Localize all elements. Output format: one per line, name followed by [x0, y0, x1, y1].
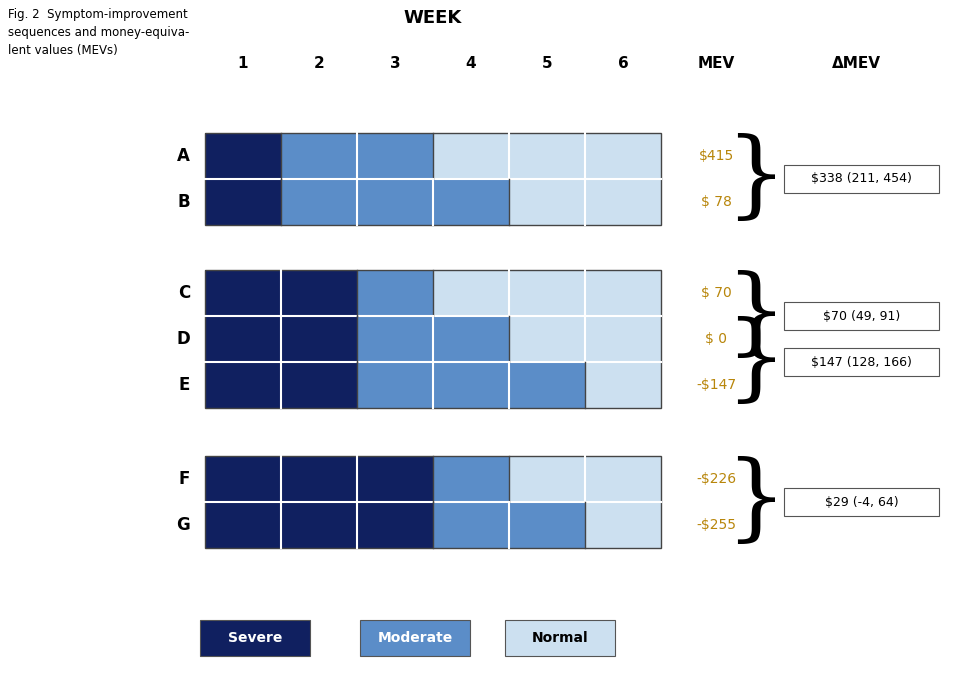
- Bar: [509, 362, 585, 408]
- Text: -$226: -$226: [696, 472, 736, 486]
- Bar: [357, 456, 433, 502]
- Text: $147 (128, 166): $147 (128, 166): [811, 355, 912, 369]
- Text: 2: 2: [313, 56, 324, 70]
- Bar: [205, 270, 281, 316]
- Bar: [360, 620, 470, 656]
- Text: $ 70: $ 70: [701, 286, 731, 300]
- Text: F: F: [179, 470, 190, 488]
- Bar: [205, 316, 281, 362]
- Text: 1: 1: [238, 56, 248, 70]
- Text: $415: $415: [699, 149, 734, 163]
- Text: $ 78: $ 78: [701, 195, 731, 209]
- Bar: [281, 316, 357, 362]
- Text: $338 (211, 454): $338 (211, 454): [811, 172, 912, 186]
- Bar: [357, 179, 433, 225]
- Bar: [784, 348, 939, 376]
- Text: MEV: MEV: [698, 56, 735, 70]
- Bar: [205, 456, 281, 502]
- Text: $29 (-4, 64): $29 (-4, 64): [825, 496, 898, 509]
- Text: A: A: [177, 147, 190, 165]
- Text: WEEK: WEEK: [404, 9, 462, 27]
- Bar: [357, 316, 433, 362]
- Text: $ 0: $ 0: [705, 332, 727, 346]
- Text: ΔMEV: ΔMEV: [832, 56, 880, 70]
- Text: D: D: [177, 330, 190, 348]
- Bar: [585, 270, 661, 316]
- Bar: [784, 165, 939, 193]
- Bar: [205, 270, 661, 408]
- Bar: [357, 362, 433, 408]
- Bar: [585, 179, 661, 225]
- Bar: [281, 502, 357, 548]
- Bar: [357, 502, 433, 548]
- Bar: [433, 362, 509, 408]
- Text: 5: 5: [542, 56, 552, 70]
- Bar: [784, 302, 939, 330]
- Bar: [357, 270, 433, 316]
- Bar: [509, 456, 585, 502]
- Bar: [585, 316, 661, 362]
- Text: 3: 3: [389, 56, 400, 70]
- Text: Severe: Severe: [227, 631, 282, 645]
- Bar: [433, 456, 509, 502]
- Text: C: C: [178, 284, 190, 302]
- Bar: [433, 502, 509, 548]
- Text: 4: 4: [466, 56, 476, 70]
- Bar: [433, 316, 509, 362]
- Text: }: }: [725, 133, 787, 225]
- Bar: [433, 270, 509, 316]
- Bar: [205, 456, 661, 548]
- Bar: [205, 133, 281, 179]
- Bar: [200, 620, 310, 656]
- Bar: [509, 502, 585, 548]
- Bar: [585, 456, 661, 502]
- Bar: [509, 179, 585, 225]
- Bar: [281, 179, 357, 225]
- Text: Normal: Normal: [532, 631, 589, 645]
- Bar: [281, 270, 357, 316]
- Bar: [433, 179, 509, 225]
- Bar: [281, 133, 357, 179]
- Bar: [585, 502, 661, 548]
- Bar: [205, 179, 281, 225]
- Bar: [505, 620, 615, 656]
- Text: -$147: -$147: [696, 378, 736, 392]
- Bar: [784, 488, 939, 516]
- Text: Fig. 2  Symptom-improvement
sequences and money-equiva-
lent values (MEVs): Fig. 2 Symptom-improvement sequences and…: [8, 8, 189, 57]
- Bar: [509, 270, 585, 316]
- Bar: [205, 133, 661, 225]
- Text: Moderate: Moderate: [378, 631, 453, 645]
- Bar: [509, 133, 585, 179]
- Text: G: G: [177, 516, 190, 534]
- Bar: [205, 362, 281, 408]
- Bar: [585, 362, 661, 408]
- Bar: [281, 456, 357, 502]
- Text: $70 (49, 91): $70 (49, 91): [823, 309, 900, 322]
- Bar: [433, 133, 509, 179]
- Text: B: B: [178, 193, 190, 211]
- Bar: [509, 316, 585, 362]
- Text: }: }: [725, 456, 787, 549]
- Text: -$255: -$255: [696, 518, 736, 532]
- Text: E: E: [179, 376, 190, 394]
- Bar: [357, 133, 433, 179]
- Text: }: }: [725, 315, 787, 408]
- Text: 6: 6: [618, 56, 629, 70]
- Bar: [281, 362, 357, 408]
- Bar: [585, 133, 661, 179]
- Bar: [205, 502, 281, 548]
- Text: }: }: [725, 269, 787, 362]
